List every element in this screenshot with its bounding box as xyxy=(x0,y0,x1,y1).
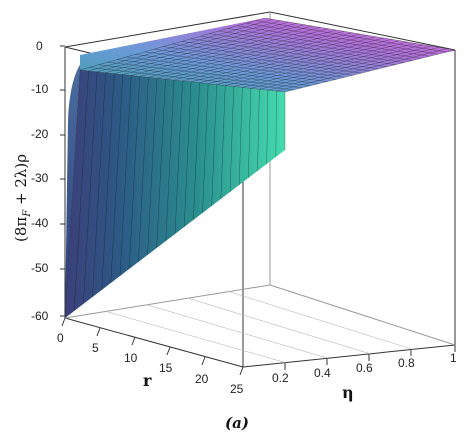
mesh-line xyxy=(200,35,396,65)
z-axis-label: (8πF + 2λ)ρ xyxy=(12,154,33,242)
mesh-line xyxy=(238,87,243,186)
r-tick-label: 25 xyxy=(230,382,244,396)
mesh-line xyxy=(174,80,183,235)
mesh-line xyxy=(183,81,192,228)
mesh-line xyxy=(218,30,413,61)
eta-axis: 0.2 0.4 0.6 0.8 1 η xyxy=(272,345,457,402)
z-axis: 0 -10 -20 -30 -40 -50 -60 (8πF + 2λ)ρ xyxy=(12,39,65,323)
surface-cliff xyxy=(65,52,98,318)
floor-grid-line xyxy=(228,291,413,350)
mesh-line xyxy=(83,71,98,305)
mesh-line xyxy=(135,54,337,80)
eta-tick-label: 0.8 xyxy=(398,356,415,370)
mesh-line xyxy=(156,79,166,249)
eta-tick-label: 0.6 xyxy=(356,361,373,375)
surface-mesh xyxy=(64,17,456,319)
eta-tick-label: 0.2 xyxy=(272,371,289,385)
mesh-line xyxy=(92,72,106,298)
mesh-line xyxy=(110,74,123,284)
mesh-line xyxy=(89,67,294,91)
eta-axis-label: η xyxy=(342,383,354,402)
mesh-line xyxy=(255,20,447,53)
mesh-line xyxy=(79,69,286,93)
floor-grid xyxy=(105,291,413,363)
mesh-line xyxy=(257,89,260,172)
mesh-line xyxy=(275,91,277,158)
mesh-line xyxy=(248,88,252,179)
r-tick-label: 10 xyxy=(124,351,138,365)
mesh-line xyxy=(163,46,362,74)
r-tick-label: 0 xyxy=(57,331,64,345)
floor-grid-line xyxy=(105,311,286,363)
floor-grid-line xyxy=(146,304,328,359)
mesh-line xyxy=(147,78,158,256)
mesh-line xyxy=(246,22,439,55)
mesh-line xyxy=(126,56,328,82)
mesh-line xyxy=(138,77,149,263)
mesh-line xyxy=(128,76,141,270)
figure-caption: (a) xyxy=(225,414,249,432)
mesh-line xyxy=(211,84,217,207)
mesh-line xyxy=(237,25,430,57)
r-tick-label: 5 xyxy=(92,341,99,355)
mesh-line xyxy=(172,43,371,72)
mesh-line xyxy=(266,90,269,165)
mesh-line xyxy=(116,59,320,84)
r-axis: 0 5 10 15 20 25 r xyxy=(57,317,244,396)
r-tick-label: 15 xyxy=(159,361,173,375)
mesh-line xyxy=(144,51,345,78)
floor-grid-line xyxy=(187,297,371,355)
z-tick-label: -20 xyxy=(31,127,49,141)
eta-tick-label: 1 xyxy=(450,351,457,365)
mesh-line xyxy=(193,82,200,221)
mesh-line xyxy=(181,41,379,70)
mesh-line xyxy=(165,80,175,242)
z-tick-label: -40 xyxy=(31,216,49,230)
mesh-line xyxy=(190,38,388,68)
mesh-line xyxy=(101,73,115,291)
r-axis-label: r xyxy=(143,371,152,390)
mesh-line xyxy=(209,33,405,63)
surface xyxy=(64,17,456,319)
z-tick-label: -30 xyxy=(31,171,49,185)
eta-tick-label: 0.4 xyxy=(314,366,331,380)
mesh-line xyxy=(119,75,132,277)
mesh-line xyxy=(264,17,456,51)
mesh-line xyxy=(220,85,226,200)
surface-front-face xyxy=(65,70,285,318)
mesh-line xyxy=(64,69,81,319)
mesh-line xyxy=(73,70,89,312)
z-tick-label: -50 xyxy=(31,261,49,275)
r-tick-label: 20 xyxy=(195,372,209,386)
mesh-line xyxy=(107,61,311,86)
z-tick-label: -60 xyxy=(31,309,49,323)
z-tick-label: 0 xyxy=(36,39,43,53)
mesh-line xyxy=(98,64,303,89)
z-tick-label: -10 xyxy=(31,82,49,96)
mesh-line xyxy=(227,28,422,59)
mesh-line xyxy=(229,86,234,193)
mesh-line xyxy=(202,83,209,214)
mesh-line xyxy=(153,48,354,76)
